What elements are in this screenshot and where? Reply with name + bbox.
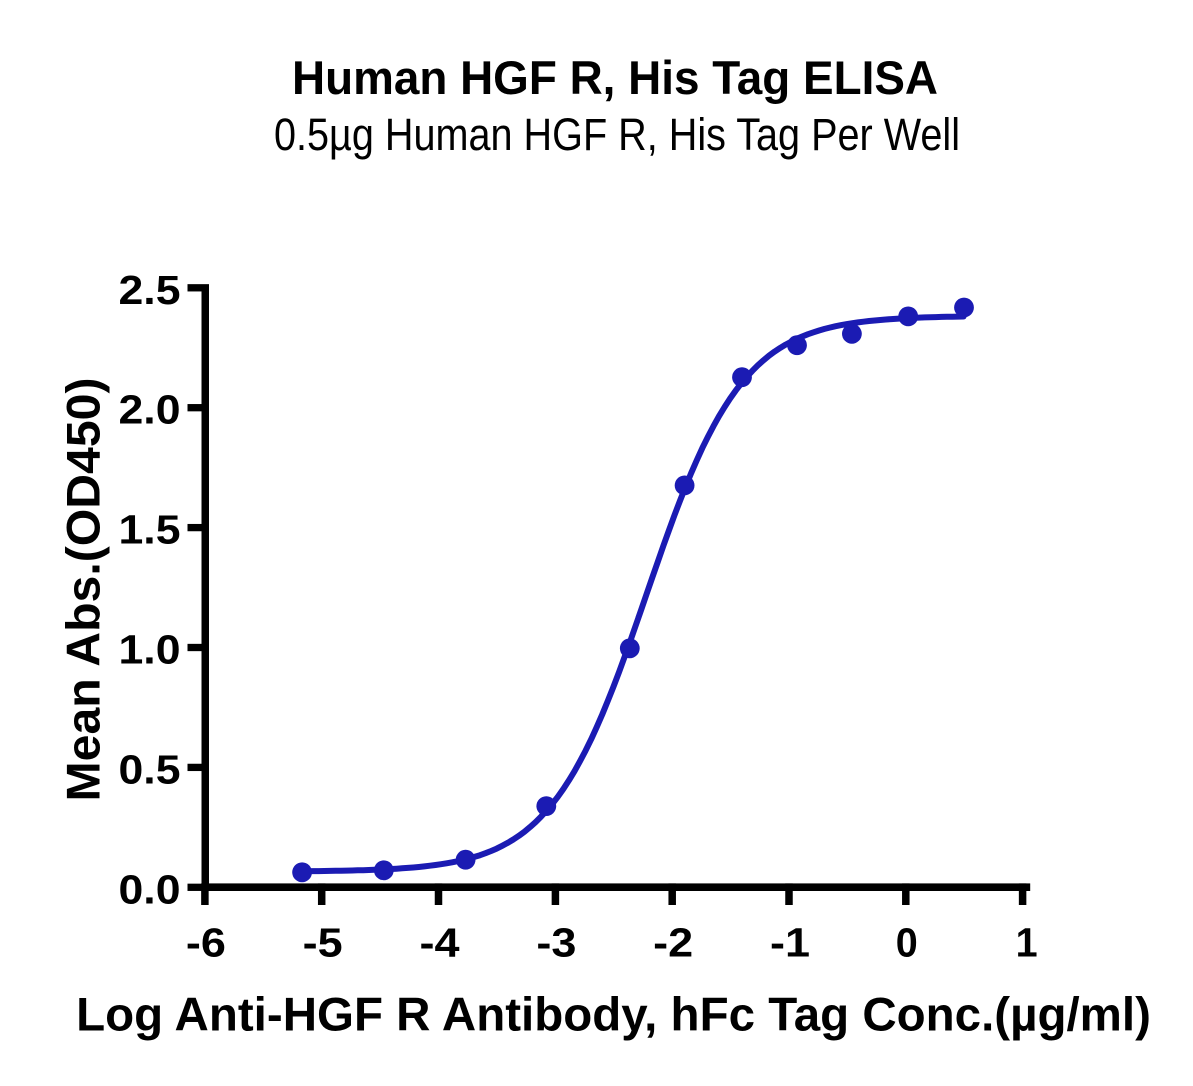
- svg-text:1: 1: [1016, 920, 1038, 966]
- svg-text:0: 0: [896, 920, 918, 966]
- svg-text:-3: -3: [536, 920, 576, 966]
- svg-text:0.5: 0.5: [119, 746, 181, 792]
- svg-text:-1: -1: [770, 920, 810, 966]
- svg-text:-6: -6: [186, 920, 226, 966]
- svg-text:0.0: 0.0: [119, 866, 181, 912]
- svg-text:Human HGF R, His Tag ELISA: Human HGF R, His Tag ELISA: [292, 52, 938, 105]
- svg-text:-2: -2: [653, 920, 693, 966]
- svg-text:-4: -4: [420, 920, 461, 966]
- svg-text:0.5µg Human HGF R, His Tag Per: 0.5µg Human HGF R, His Tag Per Well: [274, 109, 960, 160]
- svg-text:1.0: 1.0: [119, 627, 181, 673]
- svg-text:Mean Abs.(OD450): Mean Abs.(OD450): [58, 378, 111, 802]
- svg-text:1.5: 1.5: [119, 507, 181, 553]
- svg-text:Log Anti-HGF R Antibody, hFc T: Log Anti-HGF R Antibody, hFc Tag Conc.(µ…: [76, 989, 1151, 1042]
- svg-text:2.0: 2.0: [119, 387, 181, 433]
- svg-text:-5: -5: [303, 920, 343, 966]
- svg-text:2.5: 2.5: [119, 267, 181, 313]
